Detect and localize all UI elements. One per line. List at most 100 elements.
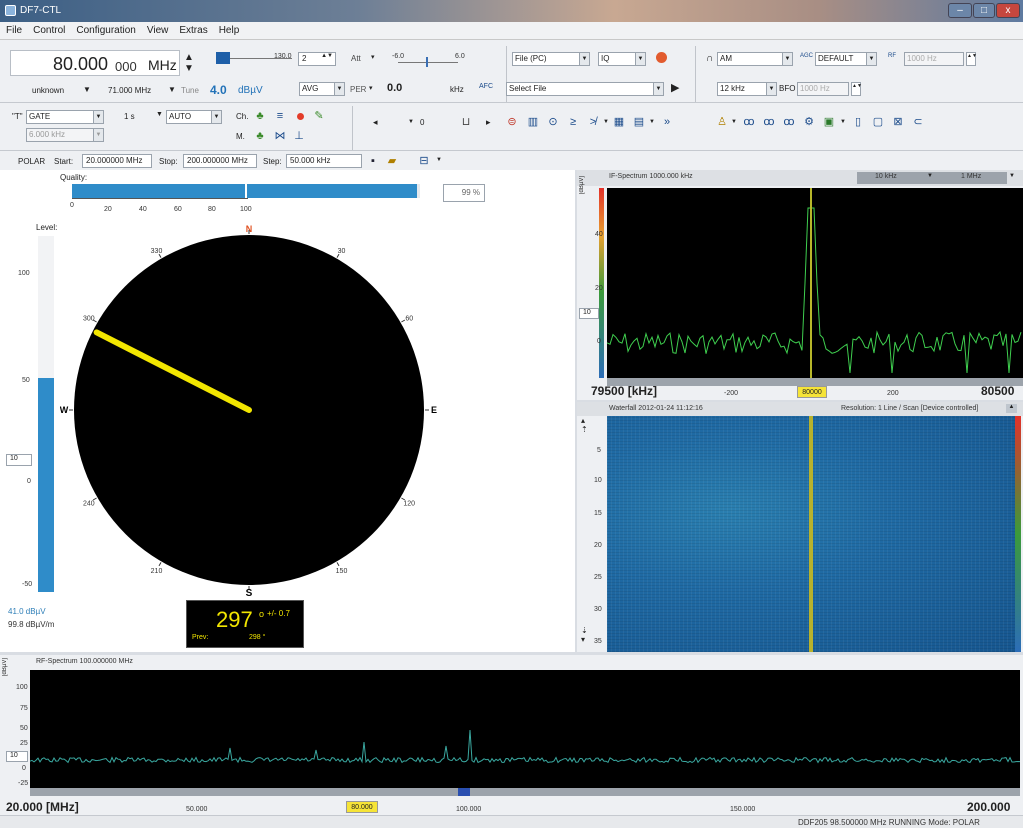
chevron-down-icon[interactable]: ▼ [731,119,737,125]
if-spectrum-plot[interactable] [606,188,1023,378]
demod-select[interactable]: AM ▼ [717,52,793,66]
print-icon[interactable]: ▯ [854,116,862,128]
antenna-icon[interactable]: ♣ [256,110,264,122]
level-threshold[interactable]: 10 [6,454,32,466]
chevron-down-icon[interactable]: ▼ [866,53,876,65]
spinner-icon[interactable]: ▲▼ [966,52,977,66]
compass-display[interactable]: N S E W 30 60 120 150 210 240 300 330 [60,220,450,600]
stop-input[interactable]: 200.000000 MHz [183,154,257,168]
settings-icon[interactable]: ⚙ [804,116,814,128]
spectrum-icon[interactable]: ▥ [527,116,539,128]
chevron-down-icon[interactable]: ▼ [168,85,176,94]
gain-slider-track[interactable] [230,58,292,59]
step-input[interactable]: 50.000 kHz [286,154,362,168]
menu-configuration[interactable]: Configuration [76,25,136,36]
range-handle[interactable] [426,57,428,67]
agc-select[interactable]: DEFAULT ▼ [815,52,877,66]
fast-forward-icon[interactable]: » [663,116,671,128]
if-span2[interactable]: 1 MHz [961,173,982,180]
mode-label[interactable]: unknown [32,86,65,95]
range-track[interactable] [398,62,458,63]
bandwidth-select[interactable]: 12 kHz ▼ [717,82,777,96]
chevron-down-icon[interactable]: ▼ [93,129,103,141]
gate-width-select[interactable]: 6.000 kHz ▼ [26,128,104,142]
menu-extras[interactable]: Extras [179,25,208,36]
slider-spin[interactable]: 2 ▲▼ [298,52,336,66]
rf-scroll[interactable] [30,788,1020,796]
menu-control[interactable]: Control [33,25,66,36]
chevron-down-icon[interactable]: ▼ [653,83,663,95]
gain-slider-handle[interactable] [216,52,230,64]
save-icon[interactable]: ▢ [872,116,884,128]
if-center-label[interactable]: 80000 [797,386,827,398]
spinner-icon[interactable]: ▲▼ [321,53,333,59]
save-icon[interactable]: ▪ [371,155,375,167]
source-select[interactable]: File (PC) ▼ [512,52,590,66]
chevron-down-icon[interactable]: ▼ [603,119,609,125]
channel-list-icon[interactable]: ≡ [276,110,284,122]
menu-help[interactable]: Help [218,25,240,36]
play-icon[interactable]: ▶ [671,82,680,94]
auto-select[interactable]: AUTO ▼ [166,110,222,124]
edit-icon[interactable]: ✎ [314,110,324,122]
chevron-down-icon[interactable]: ▼ [579,53,589,65]
freq2-label[interactable]: 71.000 MHz [108,86,152,95]
greater-icon[interactable]: ≥ [569,116,577,128]
memory-icon[interactable]: ♣ [256,130,264,142]
chevron-down-icon[interactable]: ▾ [371,54,375,61]
chevron-down-icon[interactable]: ▼ [156,111,163,118]
rf-threshold[interactable]: 10 [6,751,28,762]
direction-icon[interactable]: ♙ [717,116,727,128]
menu-file[interactable]: File [6,25,23,36]
rf-input[interactable]: 1000 Hz [904,52,964,66]
record-icon[interactable] [656,52,667,63]
rf-center-label[interactable]: 80.000 [346,801,378,813]
chevron-down-icon[interactable]: ▼ [93,111,103,123]
waterfall-down-icon[interactable]: ⇣ ▾ [581,626,588,644]
spinner-icon[interactable]: ▲▼ [851,82,862,96]
chevron-down-icon[interactable]: ▼ [408,119,414,125]
chevron-down-icon[interactable]: ▼ [649,119,655,125]
rf-spectrum-plot[interactable] [29,670,1021,788]
alarm-icon[interactable]: ⊜ [507,116,517,128]
chevron-down-icon[interactable]: ▼ [211,111,221,123]
chevron-down-icon[interactable]: ▼ [83,85,91,94]
scan-icon[interactable]: ⊙ [548,116,558,128]
arrow-left-icon[interactable]: ◂ [373,117,378,127]
chevron-down-icon[interactable]: ▼ [436,157,442,163]
frequency-stepper-icon[interactable]: ▲ ▼ [184,52,194,74]
if-scroll[interactable] [607,378,1023,386]
chevron-down-icon[interactable]: ▼ [840,119,846,125]
bracket-icon[interactable]: ⊔ [461,116,471,128]
print-icon[interactable]: ⊟ [419,155,429,167]
zoom-icon[interactable]: ꝏ [743,116,755,128]
chevron-down-icon[interactable]: ▼ [927,173,933,179]
folder-icon[interactable]: ▰ [387,155,397,167]
chevron-down-icon[interactable]: ▼ [782,53,792,65]
list-icon[interactable]: ▤ [633,116,645,128]
chevron-down-icon[interactable]: ▾ [369,85,373,92]
grid-icon[interactable]: ▦ [613,116,625,128]
step-icon[interactable]: ≯ [589,116,597,128]
if-threshold[interactable]: 10 [579,308,599,319]
record-icon[interactable] [297,113,304,120]
chart-icon[interactable]: ⊠ [893,116,903,128]
rf-scroll-thumb[interactable] [458,788,470,796]
marker-icon[interactable]: ⊥ [294,130,304,142]
att-label[interactable]: Att [351,54,361,63]
maximize-button[interactable]: □ [973,3,995,18]
waterfall-plot[interactable] [607,416,1015,652]
arrow-right-icon[interactable]: ▸ [486,117,491,127]
message-icon[interactable]: ⊂ [913,116,923,128]
if-span1[interactable]: 10 kHz [875,173,897,180]
select-file-combo[interactable]: Select File ▼ [506,82,664,96]
chevron-down-icon[interactable]: ▼ [1009,173,1015,179]
gate-select[interactable]: GATE ▼ [26,110,104,124]
waterfall-up-icon[interactable]: ▴ ⇡ [581,416,588,434]
menu-view[interactable]: View [146,25,169,36]
start-input[interactable]: 20.000000 MHz [82,154,152,168]
avg-select[interactable]: AVG ▼ [299,82,345,96]
chevron-down-icon[interactable]: ▼ [635,53,645,65]
export-icon[interactable]: ▣ [823,116,835,128]
bfo-input[interactable]: 1000 Hz [797,82,849,96]
